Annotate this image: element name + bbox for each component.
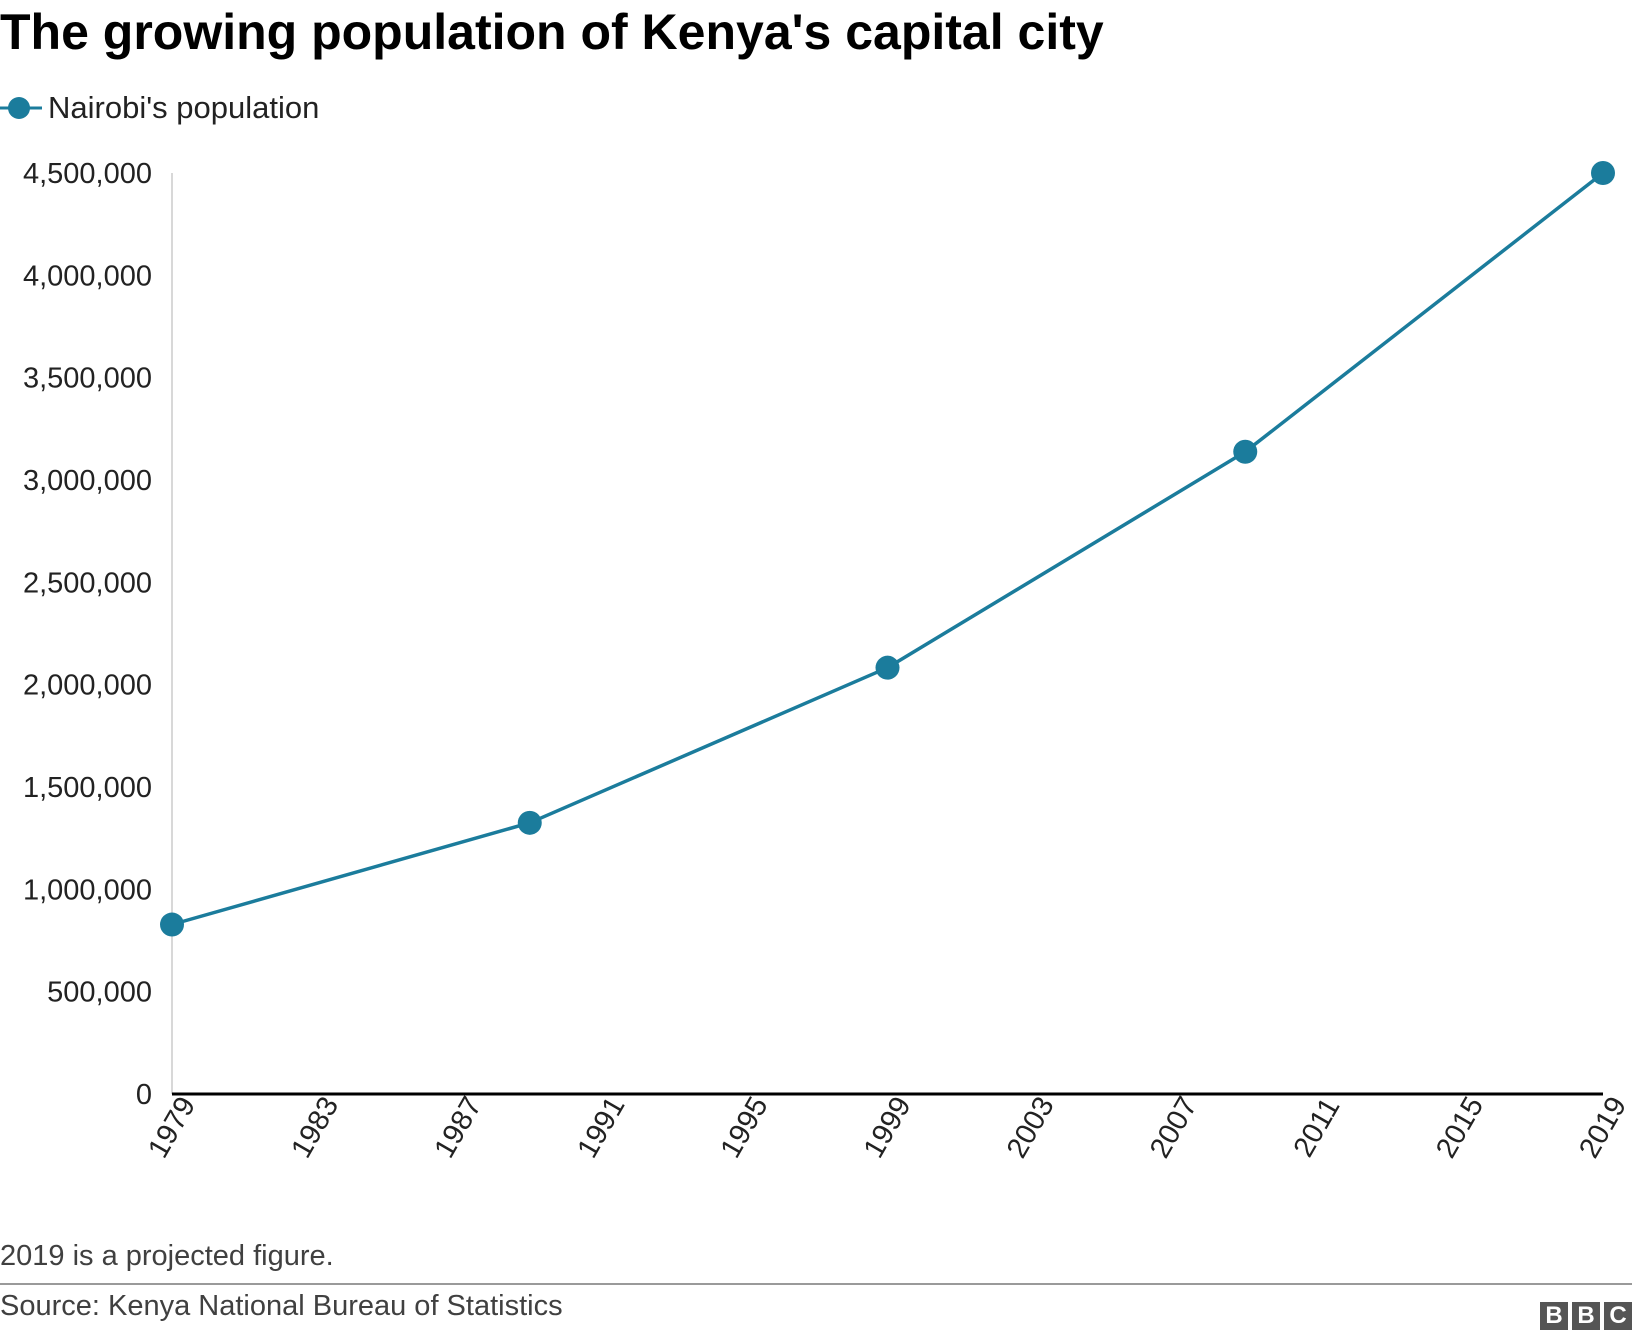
x-tick-label: 2007 [1144, 1092, 1204, 1164]
x-tick-label: 1983 [285, 1092, 345, 1164]
x-tick-label: 2019 [1573, 1092, 1632, 1164]
y-tick-label: 1,500,000 [23, 772, 152, 804]
line-chart: 0 500,000 1,000,000 1,500,000 2,000,000 2,500… [23, 158, 1632, 1164]
x-tick-label: 2011 [1288, 1092, 1347, 1162]
x-tick-label: 2015 [1430, 1092, 1490, 1164]
footnote: 2019 is a projected figure. [0, 1240, 334, 1272]
legend-label: Nairobi's population [48, 90, 320, 125]
legend: Nairobi's population [0, 86, 319, 130]
x-axis: 1979 1983 1987 1991 1995 1999 2003 2007 2011 2015… [142, 1092, 1632, 1164]
series-nairobi-population [160, 161, 1615, 937]
y-tick-label: 3,000,000 [23, 465, 152, 497]
x-tick-label: 1987 [428, 1092, 488, 1164]
x-tick-label: 1995 [715, 1092, 775, 1164]
bbc-logo-letter: C [1604, 1302, 1632, 1330]
data-point [875, 655, 900, 680]
y-tick-label: 4,000,000 [23, 260, 152, 292]
x-tick-label: 1999 [858, 1092, 918, 1164]
y-tick-label: 3,500,000 [23, 363, 152, 395]
y-tick-label: 2,000,000 [23, 670, 152, 702]
y-tick-label: 4,500,000 [23, 158, 152, 190]
data-point [160, 912, 184, 937]
x-tick-label: 2003 [1001, 1092, 1061, 1164]
data-point [1233, 439, 1258, 464]
data-point [517, 810, 542, 835]
data-point [1591, 161, 1615, 185]
bbc-logo-letter: B [1540, 1302, 1568, 1330]
source-note: Source: Kenya National Bureau of Statist… [0, 1290, 563, 1322]
bbc-logo: B B C [1540, 1302, 1632, 1330]
y-tick-label: 2,500,000 [23, 567, 152, 599]
bbc-logo-letter: B [1572, 1302, 1600, 1330]
y-tick-label: 1,000,000 [23, 874, 152, 906]
chart-title: The growing population of Kenya's capita… [0, 4, 1104, 60]
y-tick-label: 0 [136, 1079, 152, 1111]
footer-divider [0, 1283, 1632, 1285]
y-tick-label: 500,000 [47, 977, 152, 1009]
legend-marker-icon [0, 97, 42, 119]
y-axis: 0 500,000 1,000,000 1,500,000 2,000,000 2,500… [23, 158, 173, 1111]
x-tick-label: 1991 [572, 1092, 632, 1164]
series-line [171, 171, 1605, 927]
